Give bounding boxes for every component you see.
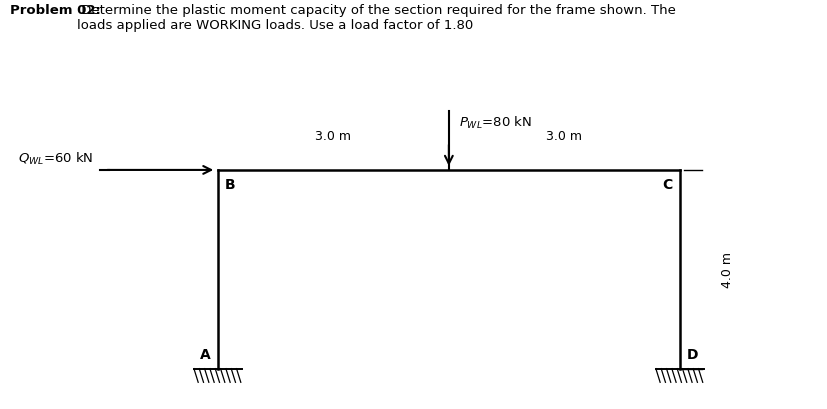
- Text: Problem 02:: Problem 02:: [10, 4, 101, 17]
- Text: A: A: [200, 347, 211, 361]
- Text: 3.0 m: 3.0 m: [546, 130, 581, 143]
- Text: B: B: [225, 178, 235, 192]
- Text: D: D: [686, 347, 697, 361]
- Text: Determine the plastic moment capacity of the section required for the frame show: Determine the plastic moment capacity of…: [77, 4, 675, 32]
- Text: $P_{WL}$=80 kN: $P_{WL}$=80 kN: [459, 115, 532, 131]
- Text: $Q_{WL}$=60 kN: $Q_{WL}$=60 kN: [17, 151, 93, 167]
- Text: 4.0 m: 4.0 m: [720, 252, 733, 288]
- Text: 3.0 m: 3.0 m: [315, 130, 351, 143]
- Text: C: C: [662, 178, 672, 192]
